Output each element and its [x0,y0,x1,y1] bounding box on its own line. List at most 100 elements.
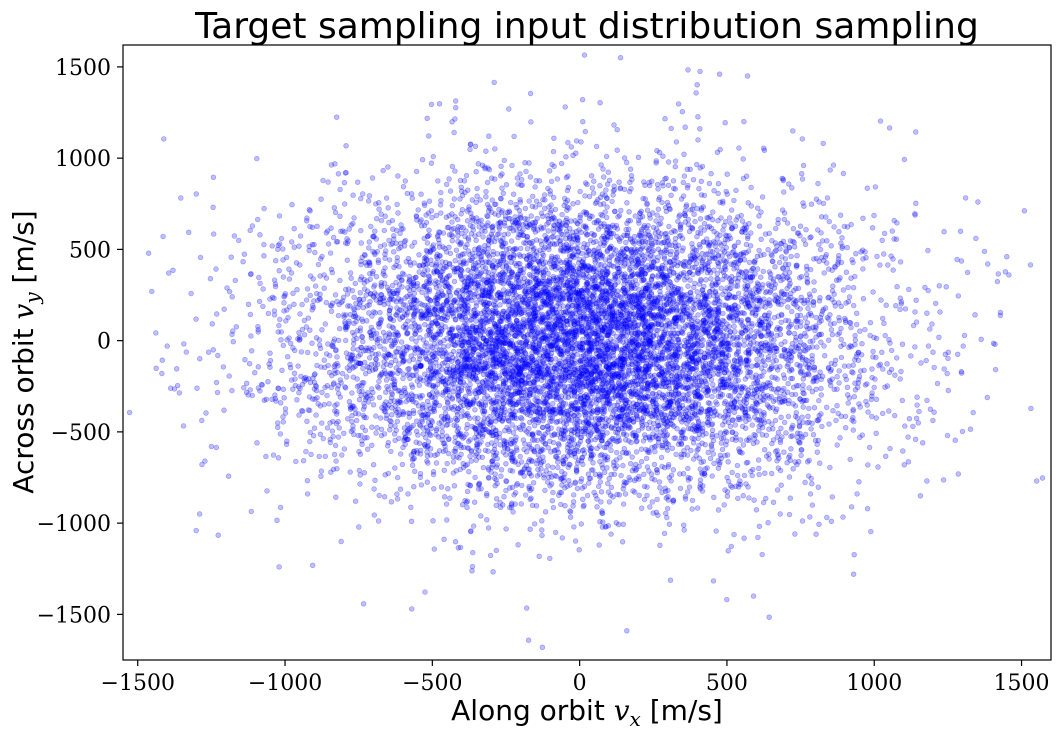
scatter-point [585,356,591,363]
scatter-point [359,388,365,394]
scatter-point [960,343,966,349]
scatter-point [751,259,757,265]
scatter-point [439,322,445,328]
scatter-point [815,484,821,490]
scatter-point [518,482,525,489]
scatter-point [755,389,761,395]
scatter-point [281,308,287,314]
scatter-point [559,211,565,218]
scatter-point [568,218,574,224]
scatter-point [837,435,843,441]
scatter-point [598,324,604,330]
scatter-point [439,306,446,312]
scatter-point [597,99,603,106]
scatter-point [318,256,324,262]
scatter-point [409,195,415,201]
scatter-point [693,412,699,418]
scatter-point [391,353,397,360]
scatter-point [398,451,404,457]
scatter-point [493,322,499,328]
scatter-point [542,335,549,341]
scatter-point [634,390,641,396]
scatter-point [221,407,227,413]
scatter-point [383,195,390,201]
scatter-point [516,330,523,336]
scatter-point [671,227,677,234]
scatter-point [492,471,498,477]
scatter-point [787,238,794,244]
scatter-point [810,324,816,330]
scatter-point [628,246,635,253]
scatter-point [833,417,839,424]
scatter-point [633,449,640,455]
scatter-point [370,462,377,468]
scatter-point [489,175,495,181]
scatter-point [334,386,341,392]
scatter-point [871,212,877,219]
scatter-point [766,346,773,352]
scatter-point [765,322,772,328]
scatter-point [643,286,649,292]
scatter-point [760,499,767,506]
scatter-point [723,351,730,357]
scatter-point [940,477,947,483]
scatter-point [786,474,793,480]
scatter-point [257,388,263,394]
scatter-point [399,270,406,276]
scatter-point [668,125,674,132]
scatter-point [539,518,545,524]
scatter-point [284,307,290,313]
scatter-point [508,343,514,349]
scatter-point [693,400,699,406]
scatter-point [614,233,620,240]
scatter-point [803,323,809,330]
scatter-point [341,446,348,452]
scatter-point [205,349,212,355]
scatter-point [511,284,517,290]
scatter-point [599,327,605,333]
scatter-point [457,259,463,265]
scatter-point [518,395,524,402]
scatter-point [498,405,505,411]
scatter-point [883,302,889,308]
scatter-point [729,469,735,476]
scatter-point [791,239,797,246]
scatter-point [334,114,340,120]
scatter-point [868,528,874,535]
scatter-point [770,499,777,505]
scatter-point [388,499,395,505]
scatter-point [426,133,432,139]
scatter-point [446,393,453,399]
scatter-point [739,423,746,430]
scatter-point [669,445,675,451]
scatter-point [563,215,570,222]
scatter-point [884,383,891,389]
scatter-point [252,370,258,376]
scatter-point [556,334,563,341]
scatter-point [337,377,343,383]
scatter-point [519,372,525,379]
scatter-point [673,139,680,145]
scatter-point [766,230,772,237]
scatter-point [666,521,673,527]
scatter-point [754,205,761,211]
scatter-point [325,241,332,247]
scatter-point [455,224,462,230]
scatter-point [360,191,366,197]
scatter-point [719,358,725,365]
scatter-point [518,389,525,395]
scatter-point [455,216,461,223]
scatter-point [705,304,712,310]
scatter-point [324,425,331,431]
scatter-point [767,382,773,388]
scatter-point [876,363,882,369]
scatter-point [497,302,503,308]
scatter-point [961,332,968,339]
scatter-point [254,155,260,162]
scatter-point [744,275,750,281]
scatter-point [834,442,840,448]
scatter-point [547,438,553,444]
scatter-point [524,246,531,252]
scatter-point [493,304,499,311]
scatter-point [409,336,415,342]
